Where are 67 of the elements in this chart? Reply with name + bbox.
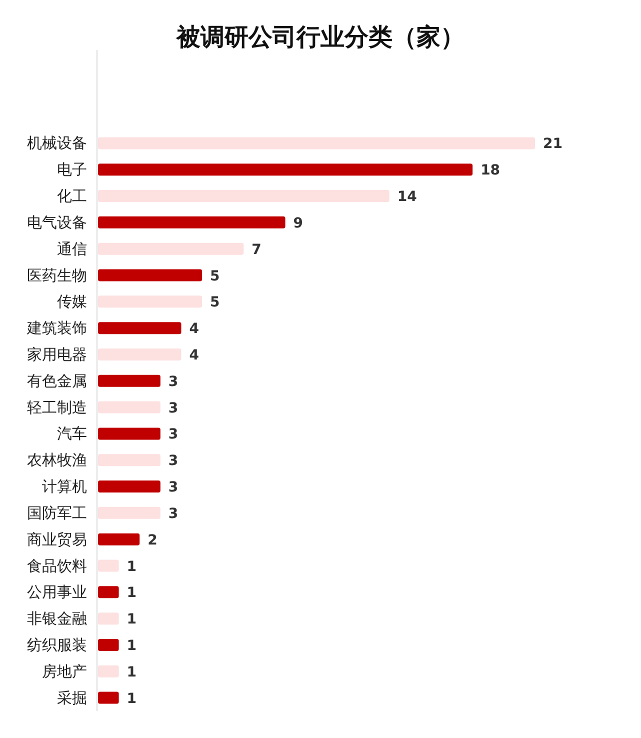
data-label: 5 — [210, 294, 220, 311]
data-label: 3 — [168, 400, 178, 416]
bar — [98, 269, 202, 282]
y-tick-label: 公用事业 — [27, 583, 87, 602]
bar — [98, 401, 160, 414]
y-tick-label: 农林牧渔 — [27, 451, 87, 470]
data-label: 3 — [168, 453, 178, 470]
bar — [98, 692, 119, 704]
y-tick-label: 化工 — [57, 187, 87, 206]
y-tick-label: 汽车 — [57, 424, 87, 443]
bar — [98, 190, 390, 202]
data-label: 1 — [126, 690, 137, 707]
y-tick-label: 有色金属 — [27, 372, 87, 390]
y-tick-label: 轻工制造 — [27, 398, 87, 416]
data-label: 18 — [480, 162, 500, 179]
bar — [98, 216, 286, 228]
y-tick-label: 建筑装饰 — [26, 319, 87, 338]
y-tick-label: 房地产 — [42, 662, 87, 680]
bar — [98, 164, 473, 176]
bar — [98, 428, 160, 440]
y-tick-label: 计算机 — [42, 478, 87, 496]
data-label: 1 — [126, 612, 137, 628]
data-label: 7 — [252, 242, 262, 258]
data-label: 3 — [168, 374, 178, 390]
y-tick-label: 电子 — [57, 160, 87, 179]
bar — [98, 533, 140, 546]
data-label: 3 — [168, 480, 178, 496]
data-label: 3 — [168, 506, 178, 522]
bar — [98, 612, 119, 625]
data-label: 9 — [293, 215, 304, 232]
y-tick-label: 商业贸易 — [27, 530, 87, 548]
data-label: 21 — [543, 136, 562, 152]
bar — [98, 454, 160, 466]
bar — [98, 506, 160, 519]
data-label: 4 — [189, 321, 200, 338]
bar — [98, 348, 182, 360]
bar — [98, 586, 119, 598]
data-label: 4 — [189, 347, 200, 364]
data-label: 5 — [210, 268, 220, 284]
bar — [98, 560, 119, 572]
data-label: 1 — [126, 638, 137, 654]
bar — [98, 638, 119, 651]
y-tick-label: 家用电器 — [27, 345, 87, 364]
y-tick-label: 食品饮料 — [27, 556, 87, 575]
bar — [98, 374, 160, 387]
chart-title: 被调研公司行业分类（家） — [176, 23, 464, 51]
y-tick-label: 医药生物 — [27, 266, 87, 284]
y-tick-label: 纺织服装 — [27, 636, 87, 654]
y-tick-label: 采掘 — [57, 688, 87, 707]
data-label: 14 — [397, 189, 418, 206]
y-tick-label: 传媒 — [57, 292, 87, 311]
y-tick-label: 机械设备 — [27, 134, 87, 152]
data-label: 1 — [126, 585, 137, 602]
bar — [98, 322, 182, 334]
y-tick-label: 非银金融 — [27, 610, 87, 628]
data-label: 1 — [126, 664, 137, 680]
data-label: 2 — [148, 532, 158, 548]
data-label: 1 — [126, 558, 137, 575]
data-label: 3 — [168, 426, 178, 443]
bar — [98, 242, 244, 255]
y-tick-label: 电气设备 — [27, 213, 87, 232]
y-tick-label: 通信 — [57, 240, 87, 258]
bar — [98, 665, 119, 678]
bar — [98, 137, 535, 150]
bar — [98, 296, 202, 308]
y-tick-label: 国防军工 — [27, 504, 87, 522]
bar — [98, 480, 160, 493]
